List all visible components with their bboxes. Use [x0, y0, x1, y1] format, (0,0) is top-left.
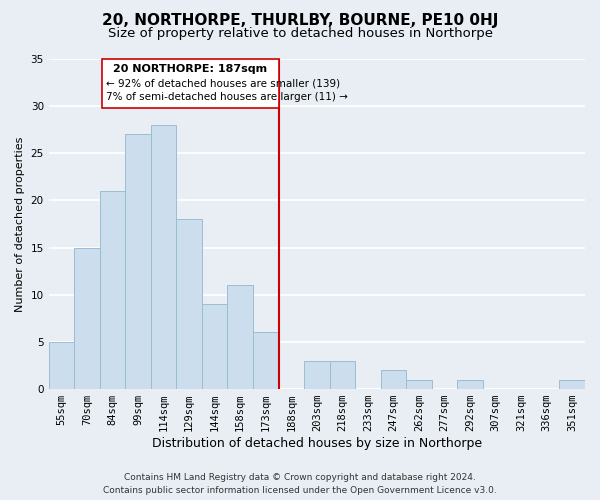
- Text: 20 NORTHORPE: 187sqm: 20 NORTHORPE: 187sqm: [113, 64, 268, 74]
- Bar: [406, 380, 432, 389]
- Bar: [304, 361, 329, 389]
- Text: ← 92% of detached houses are smaller (139): ← 92% of detached houses are smaller (13…: [106, 79, 340, 89]
- Bar: [176, 220, 202, 389]
- Bar: [49, 342, 74, 389]
- Bar: [74, 248, 100, 389]
- FancyBboxPatch shape: [103, 59, 278, 108]
- Bar: [457, 380, 483, 389]
- Text: Size of property relative to detached houses in Northorpe: Size of property relative to detached ho…: [107, 28, 493, 40]
- X-axis label: Distribution of detached houses by size in Northorpe: Distribution of detached houses by size …: [152, 437, 482, 450]
- Bar: [100, 191, 125, 389]
- Bar: [151, 125, 176, 389]
- Bar: [125, 134, 151, 389]
- Bar: [202, 304, 227, 389]
- Text: Contains HM Land Registry data © Crown copyright and database right 2024.
Contai: Contains HM Land Registry data © Crown c…: [103, 473, 497, 495]
- Text: 20, NORTHORPE, THURLBY, BOURNE, PE10 0HJ: 20, NORTHORPE, THURLBY, BOURNE, PE10 0HJ: [102, 12, 498, 28]
- Bar: [559, 380, 585, 389]
- Bar: [253, 332, 278, 389]
- Bar: [227, 286, 253, 389]
- Bar: [380, 370, 406, 389]
- Y-axis label: Number of detached properties: Number of detached properties: [15, 136, 25, 312]
- Text: 7% of semi-detached houses are larger (11) →: 7% of semi-detached houses are larger (1…: [106, 92, 348, 102]
- Bar: [329, 361, 355, 389]
